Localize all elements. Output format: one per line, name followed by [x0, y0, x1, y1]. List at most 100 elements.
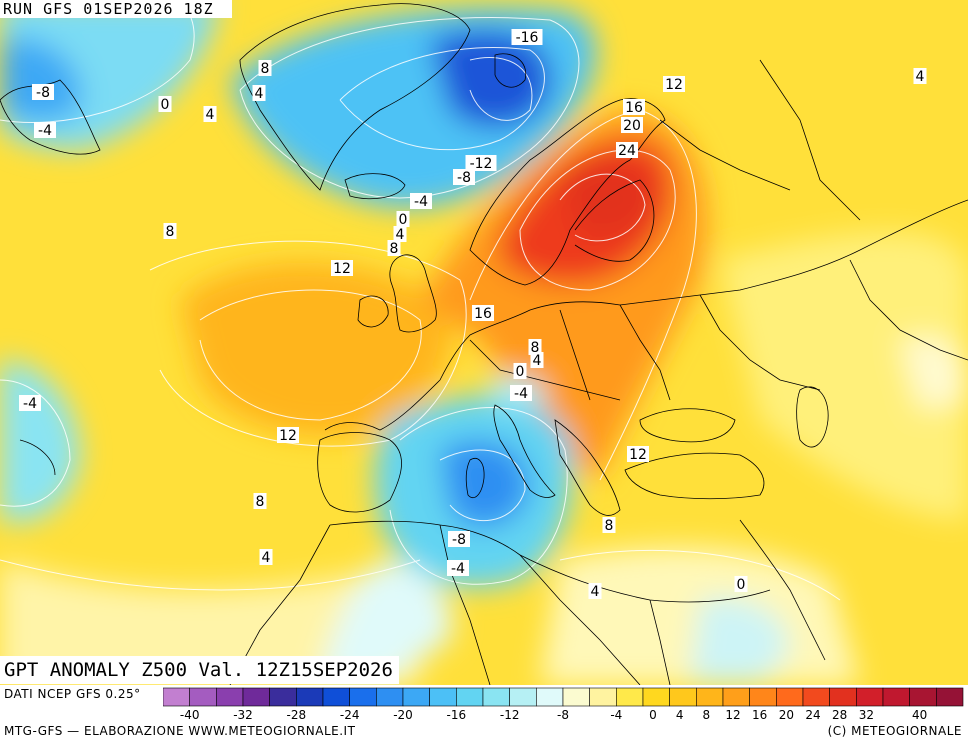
- coastline-finland: [574, 179, 655, 262]
- color-scale-swatch: [776, 687, 804, 707]
- color-scale-swatch: [589, 687, 617, 707]
- coastline-redsea: [739, 519, 826, 661]
- color-scale-swatch: [349, 687, 377, 707]
- color-scale-swatch: [802, 687, 830, 707]
- valid-time-label: GPT ANOMALY Z500 Val. 12Z15SEP2026: [0, 656, 399, 684]
- color-scale-tick: 4: [676, 708, 684, 720]
- color-scale-tick: 0: [649, 708, 657, 720]
- contour-label-bg: [277, 427, 299, 443]
- border-line: [439, 524, 491, 685]
- field-lightblue-south: [690, 597, 790, 685]
- contour-label: 4: [206, 107, 215, 123]
- color-scale-swatch: [749, 687, 777, 707]
- contour-label-bg: [465, 155, 497, 171]
- contour-label: 8: [531, 340, 540, 356]
- contour-label-bg: [530, 352, 544, 368]
- contour-label: -4: [514, 386, 528, 402]
- color-scale-tick: -8: [557, 708, 569, 720]
- contour-label-bg: [627, 446, 649, 462]
- color-scale-swatch: [722, 687, 750, 707]
- data-source-label: DATI NCEP GFS 0.25°: [4, 687, 141, 701]
- field-cold-med-core: [440, 440, 530, 528]
- contour-label: -4: [38, 123, 52, 139]
- color-scale-swatch: [696, 687, 724, 707]
- color-scale-tick: -40: [180, 708, 200, 720]
- field-cold-canada-core: [0, 38, 82, 122]
- field-cold-nafrica: [320, 560, 452, 685]
- color-scale-swatch: [536, 687, 564, 707]
- color-scale-swatch: [163, 687, 190, 707]
- contour-label-bg: [259, 549, 273, 565]
- contour-line: [0, 559, 421, 591]
- contour-label: 16: [474, 306, 492, 322]
- contour-line: [389, 407, 568, 585]
- contour-label-bg: [252, 85, 266, 101]
- contour-label-bg: [331, 260, 353, 276]
- contour-line: [0, 379, 71, 507]
- contour-label: 8: [166, 224, 175, 240]
- coastline-caspian: [796, 386, 829, 448]
- coastline-iberia: [317, 432, 402, 513]
- contour-label: -4: [23, 396, 37, 412]
- contour-line: [239, 17, 580, 199]
- border-line: [699, 294, 821, 391]
- color-scale-swatch: [909, 687, 937, 707]
- contour-label: 4: [591, 584, 600, 600]
- contour-line: [439, 449, 526, 521]
- contour-line: [559, 173, 646, 242]
- color-scale-tick: 16: [752, 708, 767, 720]
- color-scale-tick: 8: [703, 708, 711, 720]
- color-scale-tick: -32: [233, 708, 253, 720]
- contour-label-bg: [588, 583, 602, 599]
- color-scale-tick: 20: [779, 708, 794, 720]
- color-scale-tick: 12: [725, 708, 740, 720]
- contour-label-bg: [448, 531, 470, 547]
- contour-label: 8: [390, 241, 399, 257]
- color-scale-tick: -28: [287, 708, 307, 720]
- color-scale-swatch: [269, 687, 297, 707]
- color-scale-swatch: [829, 687, 857, 707]
- contour-line: [519, 149, 676, 291]
- contour-label-bg: [602, 517, 616, 533]
- contour-line: [339, 47, 545, 151]
- contour-label: 12: [629, 447, 647, 463]
- color-scale-tick: -16: [447, 708, 467, 720]
- contour-label: 0: [161, 97, 170, 113]
- color-scale-tick: 28: [832, 708, 847, 720]
- border-line: [519, 554, 641, 685]
- color-scale-swatch: [669, 687, 697, 707]
- color-scale-tick: -20: [393, 708, 413, 720]
- contour-label: 20: [623, 118, 641, 134]
- contour-label: -8: [452, 532, 466, 548]
- color-scale-swatch: [402, 687, 430, 707]
- contour-line: [559, 549, 841, 601]
- contour-label-bg: [34, 122, 56, 138]
- contour-label-bg: [616, 142, 638, 158]
- contour-label: 0: [516, 364, 525, 380]
- coastline-europe: [324, 199, 968, 431]
- color-scale-tick: -12: [500, 708, 520, 720]
- color-scale-swatch: [216, 687, 244, 707]
- contour-label: -8: [36, 85, 50, 101]
- contour-label: 8: [261, 61, 270, 77]
- coastline-britain: [389, 254, 437, 333]
- contour-line: [199, 289, 422, 421]
- contour-label-bg: [734, 576, 748, 592]
- border-line: [759, 59, 861, 221]
- contour-label-bg: [621, 117, 643, 133]
- contour-label: 4: [916, 69, 925, 85]
- border-line: [849, 259, 968, 361]
- color-scale-swatch: [509, 687, 537, 707]
- contour-label: -16: [516, 30, 539, 46]
- contour-lines: [0, 0, 841, 601]
- contour-label: 4: [533, 353, 542, 369]
- color-scale-swatch: [189, 687, 217, 707]
- color-scale-swatch: [322, 687, 350, 707]
- color-scale-swatch: [482, 687, 510, 707]
- contour-label-bg: [511, 29, 543, 45]
- border-line: [559, 309, 591, 401]
- coastline-iceland: [344, 173, 406, 200]
- contour-line: [469, 109, 697, 481]
- contour-label: 4: [255, 86, 264, 102]
- field-orange-atlantic: [180, 262, 452, 437]
